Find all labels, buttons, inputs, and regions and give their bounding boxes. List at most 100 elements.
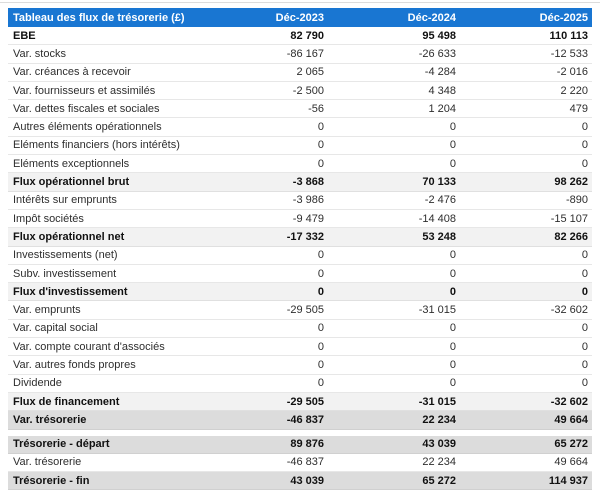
row-value: 0 [581,139,588,152]
table-row-ebe: EBE 82 790 95 498 110 113 [8,27,592,46]
row-value: 0 [317,377,324,390]
table-row: Var. capital social 0 0 0 [8,319,592,339]
table-row: Var. emprunts -29 505 -31 015 -32 602 [8,301,592,320]
row-label: Investissements (net) [13,249,118,262]
row-label: Impôt sociétés [13,212,84,225]
row-value: 89 876 [290,438,324,451]
row-label: Intérêts sur emprunts [13,194,117,207]
table-row: Var. fournisseurs et assimilés -2 500 4 … [8,81,592,101]
row-value: 0 [449,267,456,280]
row-label: Flux opérationnel brut [13,176,130,189]
row-label: Var. fournisseurs et assimilés [13,84,156,97]
row-value: 43 039 [290,474,324,487]
row-value: 0 [449,249,456,262]
row-value: -14 408 [418,212,456,225]
row-value: -29 505 [286,304,324,317]
row-value: 49 664 [554,413,588,426]
row-value: -86 167 [286,47,324,60]
row-label: Var. créances à recevoir [13,66,131,79]
row-value: 0 [449,285,456,298]
row-value: 0 [581,340,588,353]
table-row: Var. stocks -86 167 -26 633 -12 533 [8,45,592,64]
row-value: -3 986 [292,194,324,207]
row-value: 0 [317,267,324,280]
top-divider [0,2,600,3]
row-value: 479 [569,102,588,115]
row-label: Flux d'investissement [13,285,128,298]
row-value: 0 [581,285,588,298]
table-row-var-tresorerie-total: Var. trésorerie -46 837 22 234 49 664 [8,411,592,430]
table-row-flux-investissement: Flux d'investissement 0 0 0 [8,283,592,302]
row-value: 114 937 [548,474,588,487]
row-label: EBE [13,29,36,42]
table-row: Eléments exceptionnels 0 0 0 [8,155,592,174]
column-header-dec-2024: Déc-2024 [407,11,456,24]
row-label: Var. compte courant d'associés [13,340,165,353]
row-label: Eléments exceptionnels [13,157,130,170]
row-label: Var. trésorerie [13,413,87,426]
row-value: 0 [317,121,324,134]
table-row-tresorerie-depart: Trésorerie - départ 89 876 43 039 65 272 [8,435,592,454]
row-value: 0 [581,157,588,170]
row-value: 0 [581,267,588,280]
row-value: 0 [449,139,456,152]
row-label: Trésorerie - départ [13,438,110,451]
row-value: 95 498 [422,29,456,42]
table-row-flux-operationnel-net: Flux opérationnel net -17 332 53 248 82 … [8,228,592,247]
row-value: -56 [308,102,324,115]
column-header-dec-2025: Déc-2025 [539,11,588,24]
table-row: Impôt sociétés -9 479 -14 408 -15 107 [8,209,592,229]
row-value: 0 [449,377,456,390]
row-value: 53 248 [422,230,456,243]
row-value: -12 533 [550,47,588,60]
row-label: Eléments financiers (hors intérêts) [13,139,180,152]
row-value: 0 [449,340,456,353]
row-value: 0 [449,322,456,335]
row-value: -29 505 [286,395,324,408]
row-value: 82 790 [290,29,324,42]
table-row-flux-operationnel-brut: Flux opérationnel brut -3 868 70 133 98 … [8,173,592,192]
row-value: 0 [317,322,324,335]
row-label: Subv. investissement [13,267,117,280]
row-value: -2 016 [556,66,588,79]
row-value: 1 204 [428,102,456,115]
cashflow-table: Tableau des flux de trésorerie (£) Déc-2… [8,8,592,491]
row-label: Var. emprunts [13,304,81,317]
row-value: -46 837 [286,456,324,469]
row-value: -890 [565,194,588,207]
row-value: -32 602 [550,395,588,408]
row-value: 0 [581,121,588,134]
table-title: Tableau des flux de trésorerie (£) [13,11,185,24]
row-value: 0 [449,121,456,134]
row-value: 0 [581,322,588,335]
row-value: -9 479 [292,212,324,225]
table-row: Intérêts sur emprunts -3 986 -2 476 -890 [8,191,592,210]
row-value: 0 [581,377,588,390]
row-value: -17 332 [286,230,324,243]
row-value: 2 220 [560,84,588,97]
row-value: -2 476 [424,194,456,207]
table-row: Eléments financiers (hors intérêts) 0 0 … [8,136,592,156]
row-value: 98 262 [554,176,588,189]
row-value: 0 [317,340,324,353]
row-value: -31 015 [418,304,456,317]
table-row: Subv. investissement 0 0 0 [8,264,592,284]
row-value: -31 015 [418,395,456,408]
table-row: Var. créances à recevoir 2 065 -4 284 -2… [8,63,592,82]
row-value: 0 [317,139,324,152]
row-value: 22 234 [422,456,456,469]
row-value: -4 284 [424,66,456,79]
row-value: 65 272 [422,474,456,487]
column-header-dec-2023: Déc-2023 [275,11,324,24]
table-row-flux-de-financement: Flux de financement -29 505 -31 015 -32 … [8,392,592,412]
row-value: 0 [581,358,588,371]
row-value: 0 [317,358,324,371]
row-value: 49 664 [554,456,588,469]
row-value: 0 [317,249,324,262]
row-label: Var. capital social [13,322,98,335]
row-value: 22 234 [422,413,456,426]
table-row: Var. compte courant d'associés 0 0 0 [8,338,592,357]
row-label: Flux de financement [13,395,120,408]
row-label: Var. trésorerie [13,456,82,469]
